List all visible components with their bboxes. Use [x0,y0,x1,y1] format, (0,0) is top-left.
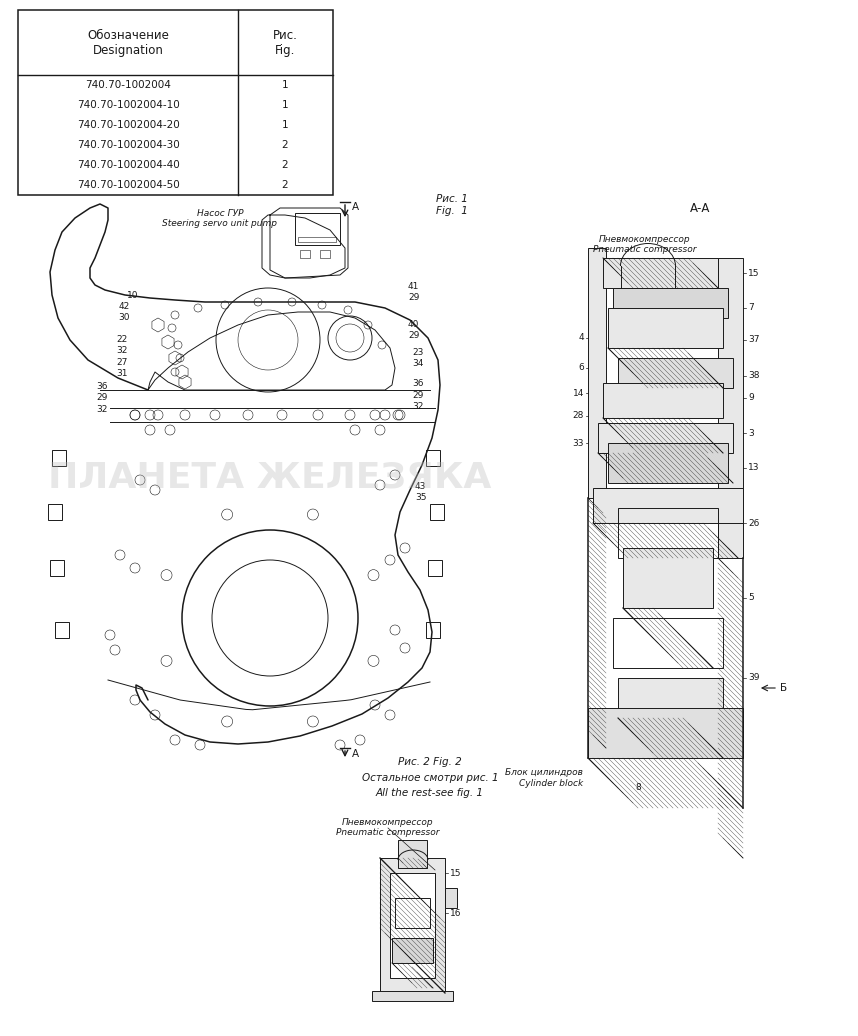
Text: 13: 13 [748,463,759,472]
Bar [426,450,440,466]
Text: All the rest-see fig. 1: All the rest-see fig. 1 [376,788,484,798]
Text: 42
30: 42 30 [118,301,130,322]
Text: 26: 26 [748,518,759,527]
Text: ПЛАНЕТА ЖЕЛЕЗЯКА: ПЛАНЕТА ЖЕЛЕЗЯКА [48,461,492,495]
Text: 39: 39 [748,673,759,683]
Text: 15: 15 [748,268,759,278]
Text: 14: 14 [572,388,584,398]
Text: 38: 38 [748,372,759,380]
Bar [608,308,723,348]
Text: 8: 8 [635,783,641,793]
Bar [618,508,718,558]
Text: 36
29
32: 36 29 32 [412,379,424,410]
Bar [430,503,444,520]
Text: Рис. 2 Fig. 2: Рис. 2 Fig. 2 [398,757,462,767]
Bar [613,618,723,668]
Bar [588,708,743,758]
Bar [613,288,728,318]
Text: 2: 2 [281,180,288,190]
Text: 3: 3 [748,429,753,437]
Text: Насос ГУР
Steering servo unit pump: Насос ГУР Steering servo unit pump [162,208,277,228]
Text: 6: 6 [578,364,584,373]
Bar [623,548,713,608]
Text: 10: 10 [126,290,138,299]
Bar [320,250,330,258]
Text: 1: 1 [281,80,288,90]
Text: 41
29: 41 29 [408,282,420,303]
Text: 40
29: 40 29 [408,320,420,340]
Text: 2: 2 [281,160,288,170]
Text: 37: 37 [748,336,759,345]
Bar [593,488,743,523]
Text: 43
35: 43 35 [415,483,426,501]
Text: 15: 15 [450,868,462,877]
Text: 2: 2 [281,140,288,150]
Bar [390,873,435,978]
Text: 1: 1 [281,120,288,130]
Text: 740.70-1002004-50: 740.70-1002004-50 [76,180,179,190]
Text: 740.70-1002004-10: 740.70-1002004-10 [76,100,179,110]
Text: 16: 16 [450,909,462,918]
Bar [603,258,718,288]
Text: Рис.
Fig.: Рис. Fig. [273,29,298,57]
Bar [618,358,733,388]
Bar [426,622,440,638]
Bar [445,888,457,908]
Bar [50,560,64,576]
Text: 27
31: 27 31 [117,358,128,378]
Bar [398,840,427,868]
Text: 1: 1 [281,100,288,110]
Bar [52,450,66,466]
Bar [608,443,728,483]
Text: Рис. 1
Fig.  1: Рис. 1 Fig. 1 [436,194,468,215]
Text: Блок цилиндров
Cylinder block: Блок цилиндров Cylinder block [505,769,583,787]
Text: А: А [352,749,360,759]
Bar [295,213,340,244]
Text: 28: 28 [572,411,584,421]
Text: Пневмокомпрессор
Pneumatic compressor: Пневмокомпрессор Pneumatic compressor [336,818,440,837]
Text: А-А: А-А [690,201,710,214]
Bar [603,383,723,418]
Bar [718,258,743,558]
Bar [380,858,445,992]
Bar [428,560,442,576]
Text: 22
32: 22 32 [117,335,128,355]
Bar [598,423,733,453]
Text: 23
34: 23 34 [412,348,423,368]
Text: 9: 9 [748,394,753,403]
Text: 4: 4 [578,334,584,343]
Text: Остальное смотри рис. 1: Остальное смотри рис. 1 [362,773,498,783]
Bar [48,503,62,520]
Bar [298,237,336,242]
Text: Б: Б [780,683,787,693]
Text: 5: 5 [748,594,753,603]
Text: 740.70-1002004-40: 740.70-1002004-40 [76,160,179,170]
Text: 7: 7 [748,304,753,313]
Text: 740.70-1002004-30: 740.70-1002004-30 [76,140,179,150]
Bar [300,250,310,258]
Bar [18,10,333,195]
Text: А: А [352,202,360,212]
Text: Пневмокомпрессор
Pneumatic compressor: Пневмокомпрессор Pneumatic compressor [593,235,697,255]
Text: 36
29
32: 36 29 32 [96,382,108,413]
Text: 33: 33 [572,438,584,448]
Bar [618,678,723,718]
Text: 740.70-1002004: 740.70-1002004 [85,80,171,90]
Text: 740.70-1002004-20: 740.70-1002004-20 [76,120,179,130]
Bar [392,938,433,963]
Bar [55,622,69,638]
Bar [372,991,453,1001]
Bar [395,898,430,928]
Text: Обозначение
Designation: Обозначение Designation [87,29,169,57]
Bar [588,248,606,498]
